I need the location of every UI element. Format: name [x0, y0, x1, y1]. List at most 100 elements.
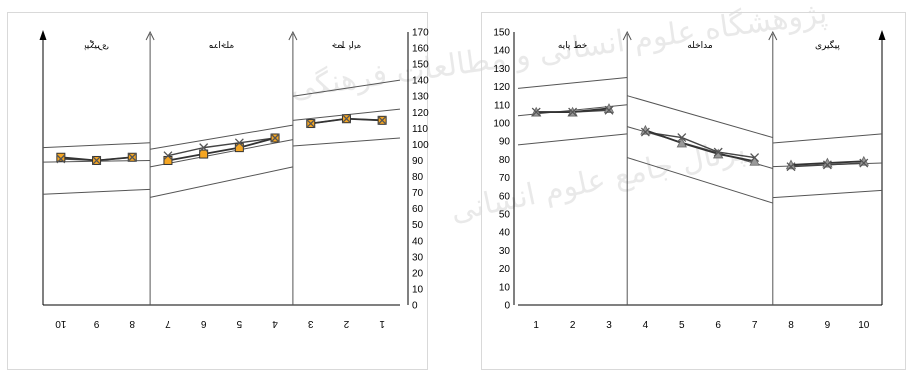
y-tick-label: 140: [493, 46, 510, 57]
series-line: [790, 164, 828, 168]
series-line: [203, 142, 240, 149]
y-tick-label: 30: [412, 252, 424, 263]
phase-label: پیگیری: [815, 39, 840, 51]
data-point-x: [56, 154, 66, 164]
data-point-square: [199, 149, 209, 159]
series-line: [681, 136, 719, 153]
data-point-x: [604, 105, 614, 115]
band-line: [150, 139, 293, 168]
x-tick-label: 5: [679, 320, 685, 331]
band-line: [627, 95, 773, 139]
arrow-head: [878, 30, 886, 40]
arrow-head: [39, 30, 47, 40]
series-line: [346, 117, 383, 122]
data-point-x: [640, 127, 650, 137]
x-tick-label: 10: [55, 318, 67, 329]
series-line: [60, 156, 97, 162]
y-tick-label: 40: [412, 236, 424, 247]
y-tick-label: 10: [412, 284, 424, 295]
y-tick-label: 10: [499, 282, 511, 293]
left-chart: 0102030405060708090100110120130140150160…: [39, 28, 429, 329]
y-tick-label: 100: [493, 119, 510, 130]
data-point-x: [306, 119, 316, 128]
series-line: [827, 162, 864, 166]
y-tick-label: 60: [412, 204, 424, 215]
x-tick-label: 1: [379, 318, 385, 329]
y-tick-label: 110: [412, 124, 428, 135]
data-point-square: [56, 152, 66, 162]
series-line: [239, 137, 276, 149]
y-tick-label: 80: [412, 172, 424, 183]
data-point-x: [859, 158, 869, 168]
y-tick-label: 40: [499, 228, 511, 239]
series-line: [203, 146, 240, 155]
arrow-head: [768, 30, 778, 41]
band-line: [292, 137, 401, 147]
data-point-x: [341, 114, 351, 124]
x-tick-label: 6: [200, 318, 206, 329]
y-tick-label: 70: [499, 173, 511, 184]
y-tick-label: 20: [412, 268, 424, 279]
y-tick-label: 130: [412, 92, 429, 103]
y-tick-label: 60: [499, 191, 511, 202]
y-tick-label: 120: [493, 82, 510, 93]
x-tick-label: 5: [236, 318, 242, 329]
series-line: [790, 162, 828, 166]
x-tick-label: 3: [606, 320, 612, 331]
phase-label: خط پایه: [332, 41, 362, 51]
data-point-x: [199, 143, 209, 153]
x-tick-label: 3: [308, 318, 314, 329]
band-line: [517, 133, 628, 146]
series-line: [718, 151, 755, 159]
arrow-head: [622, 30, 632, 41]
band-line: [772, 189, 883, 199]
phase-label: پیگیری: [84, 39, 109, 51]
y-tick-label: 110: [494, 100, 510, 111]
x-tick-label: 8: [129, 318, 135, 329]
y-tick-label: 140: [412, 76, 429, 87]
series-line: [718, 153, 755, 163]
data-point-x: [127, 152, 137, 162]
y-tick-label: 120: [412, 108, 429, 119]
band-line: [42, 142, 151, 149]
data-point-triangle: [676, 137, 687, 148]
data-point-x: [568, 107, 578, 117]
data-point-x: [822, 160, 832, 170]
data-point-x: [234, 138, 244, 148]
y-tick-label: 90: [499, 137, 511, 148]
data-point-x: [163, 151, 173, 161]
phase-label: خط پایه: [558, 41, 588, 51]
band-line: [772, 133, 883, 144]
y-tick-label: 90: [412, 156, 424, 167]
band-line: [149, 166, 294, 198]
phase-label: مداخله: [209, 41, 235, 51]
x-tick-label: 9: [825, 320, 831, 331]
y-tick-label: 50: [499, 210, 511, 221]
x-tick-label: 6: [715, 320, 721, 331]
x-tick-label: 8: [788, 320, 794, 331]
series-line: [572, 107, 610, 113]
y-tick-label: 20: [499, 264, 511, 275]
x-tick-label: 4: [643, 320, 649, 331]
y-tick-label: 100: [412, 140, 429, 151]
y-tick-label: 70: [412, 188, 424, 199]
x-tick-label: 2: [343, 318, 349, 329]
data-point-x: [677, 133, 687, 143]
phase-label: مداخله: [687, 41, 713, 51]
left-chart-frame: [7, 12, 428, 370]
y-tick-label: 80: [499, 155, 511, 166]
x-tick-label: 9: [93, 318, 99, 329]
y-tick-label: 170: [412, 28, 429, 39]
arrow-head: [145, 30, 155, 41]
right-chart-frame: [481, 12, 906, 370]
series-line: [827, 160, 864, 164]
y-tick-label: 0: [412, 301, 418, 312]
series-line: [96, 156, 133, 162]
band-line: [292, 79, 401, 97]
y-tick-label: 0: [504, 301, 510, 312]
x-tick-label: 7: [165, 318, 171, 329]
band-line: [42, 188, 151, 195]
watermark-line-1: پژوهشگاه علوم انسانی و مطالعات فرهنگی: [288, 0, 829, 106]
x-tick-label: 2: [570, 320, 576, 331]
